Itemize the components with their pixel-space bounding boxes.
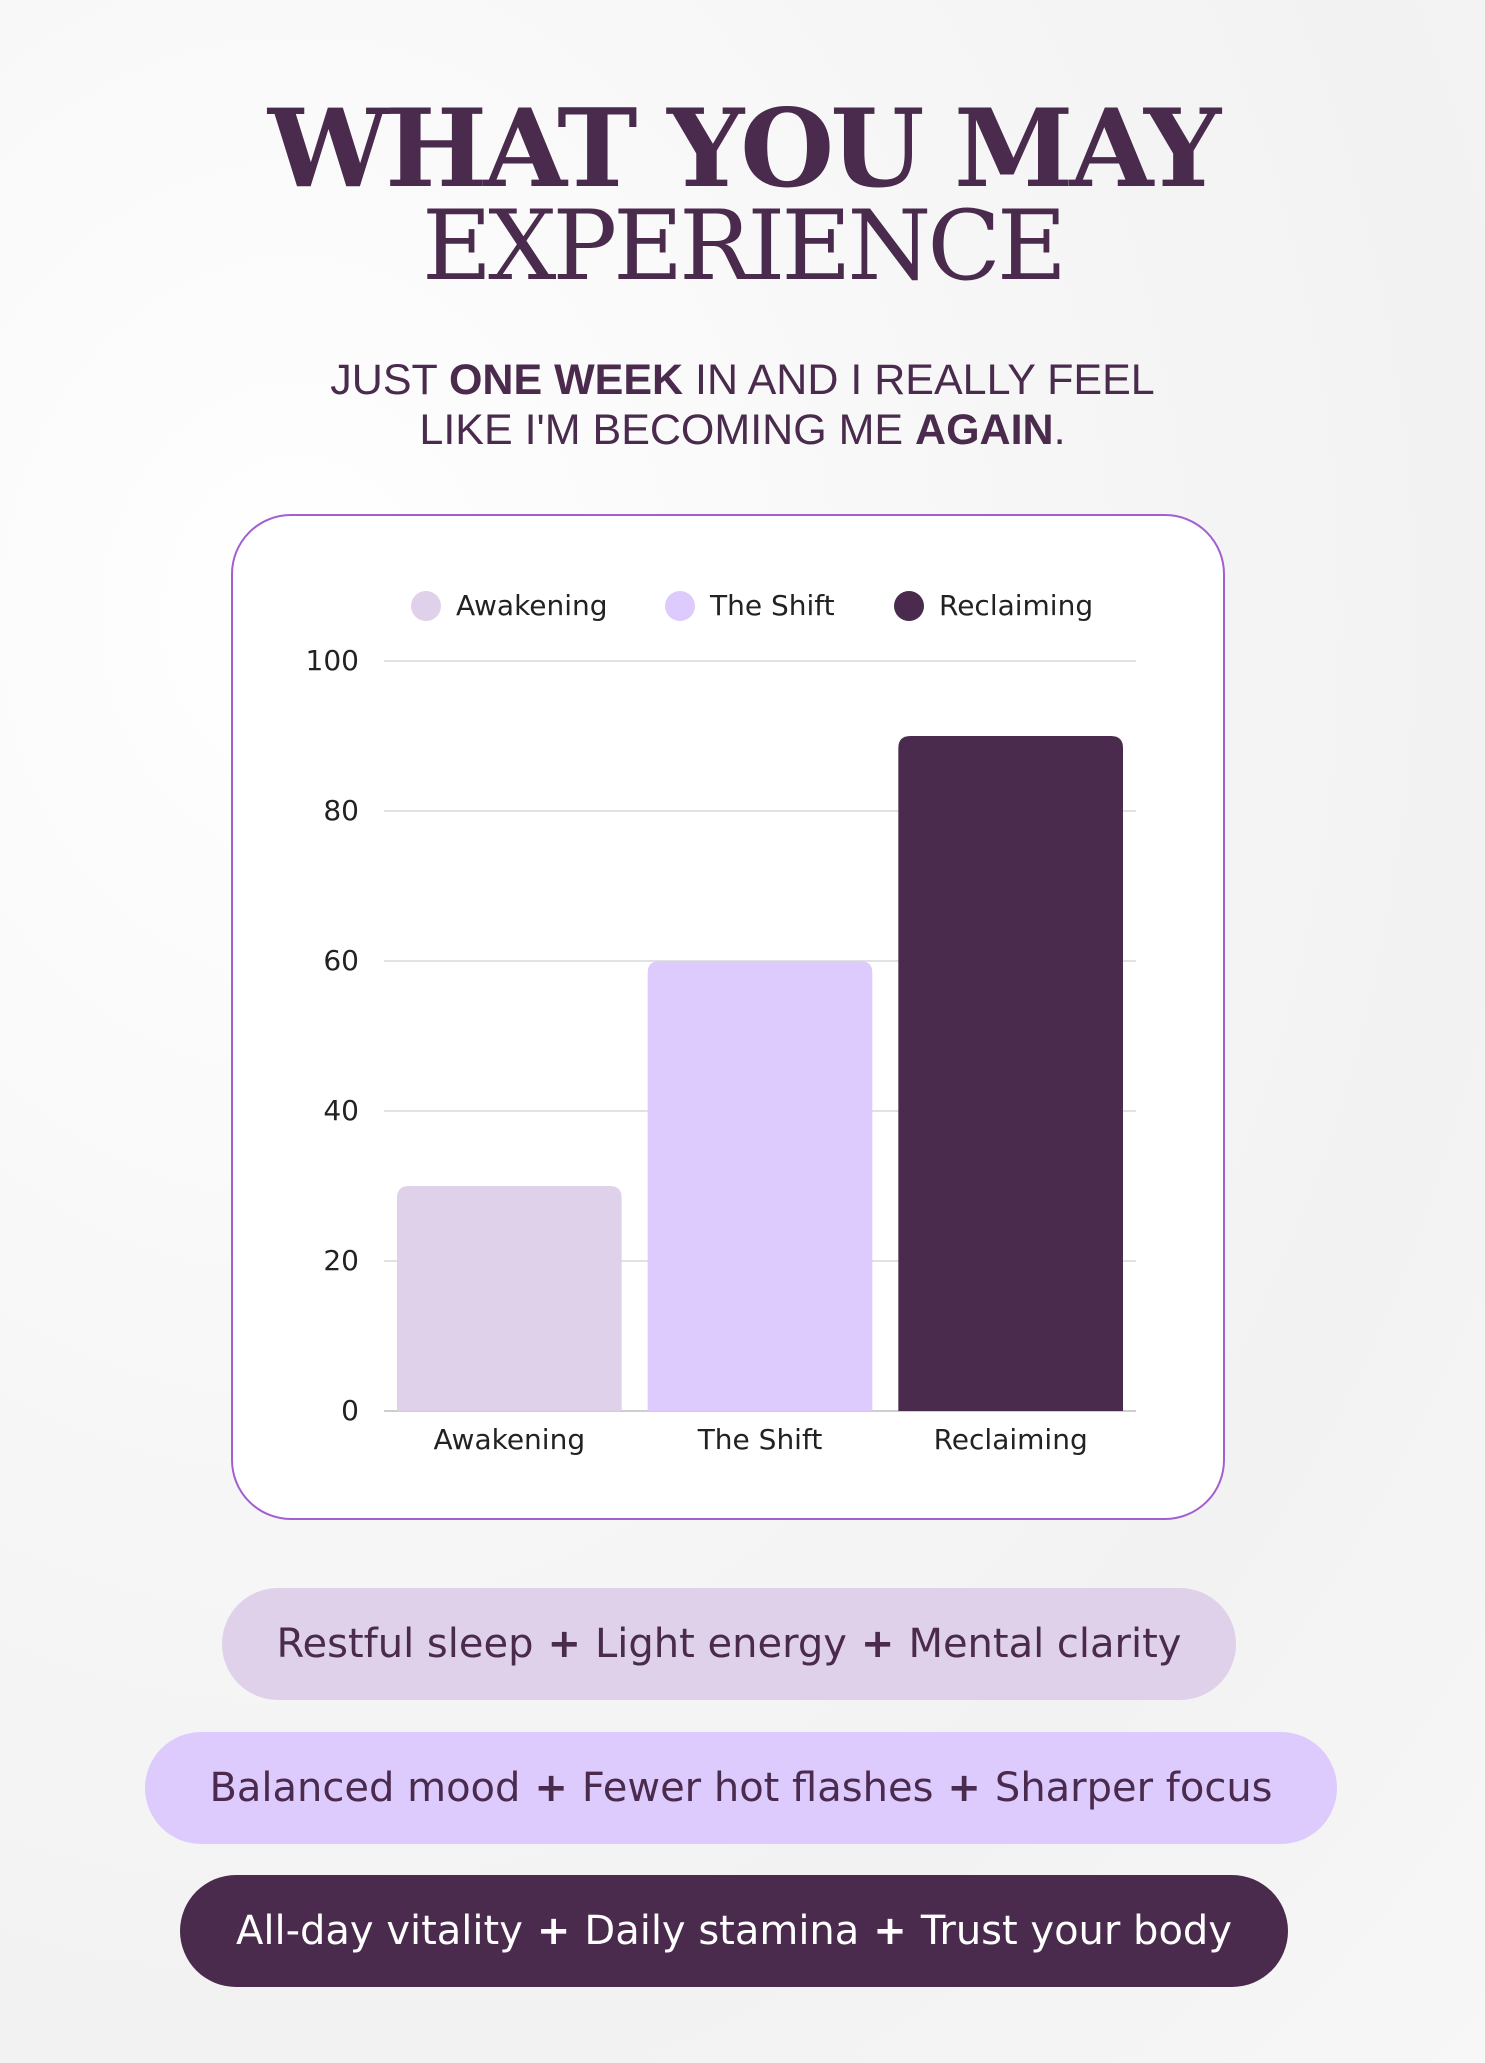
legend-swatch [411,591,441,621]
benefit-item: Balanced mood [209,1765,521,1811]
subtitle-line-1: JUST ONE WEEK IN AND I REALLY FEEL [330,356,1155,404]
bar [647,961,873,1411]
legend-label: Reclaiming [939,589,1093,622]
benefit-item: Light energy [595,1621,847,1667]
y-tick-label: 20 [323,1244,359,1277]
chart-card: 0 20 40 60 80 100 Awakening The Shift Reclaiming… [231,514,1225,1520]
benefit-item: Trust your body [920,1908,1232,1954]
subtitle-line-2: LIKE I'M BECOMING ME AGAIN. [419,406,1066,454]
x-tick-label: Reclaiming [934,1423,1088,1456]
bar [898,736,1123,1411]
plus-separator: + [536,1908,571,1954]
benefit-item: Restful sleep [276,1621,534,1667]
benefit-item: Daily stamina [584,1908,860,1954]
benefit-item: Mental clarity [908,1621,1182,1667]
plus-separator: + [860,1621,895,1667]
y-tick-label: 60 [323,944,359,977]
benefit-item: Sharper focus [994,1765,1273,1811]
page-title-line-2: EXPERIENCE [422,190,1067,302]
page-title: WHAT YOU MAY [267,86,1221,212]
benefit-pill-1: Restful sleep + Light energy + Mental clarit… [222,1588,1236,1700]
x-tick-label: The Shift [697,1423,823,1456]
plus-separator: + [947,1765,981,1811]
plus-separator: + [873,1908,907,1954]
y-tick-label: 0 [341,1394,359,1427]
benefit-pill-3: All-day vitality + Daily stamina + Trust you… [180,1875,1288,1987]
plus-separator: + [534,1765,568,1811]
legend-label: The Shift [709,589,835,622]
y-tick-label: 40 [323,1094,359,1127]
legend-label: Awakening [456,589,608,622]
plus-separator: + [547,1621,581,1667]
x-tick-label: Awakening [434,1423,586,1456]
legend-swatch [894,591,924,621]
bar [397,1186,622,1411]
benefit-item: Fewer hot flashes [581,1765,934,1811]
bar-chart: 0 20 40 60 80 100 Awakening The Shift Reclaiming… [306,589,1136,1456]
legend-swatch [665,591,695,621]
y-tick-label: 80 [323,794,359,827]
benefit-item: All-day vitality [236,1908,523,1954]
y-tick-label: 100 [306,644,359,677]
benefit-pill-2: Balanced mood + Fewer hot flashes + Sharper … [145,1732,1337,1844]
